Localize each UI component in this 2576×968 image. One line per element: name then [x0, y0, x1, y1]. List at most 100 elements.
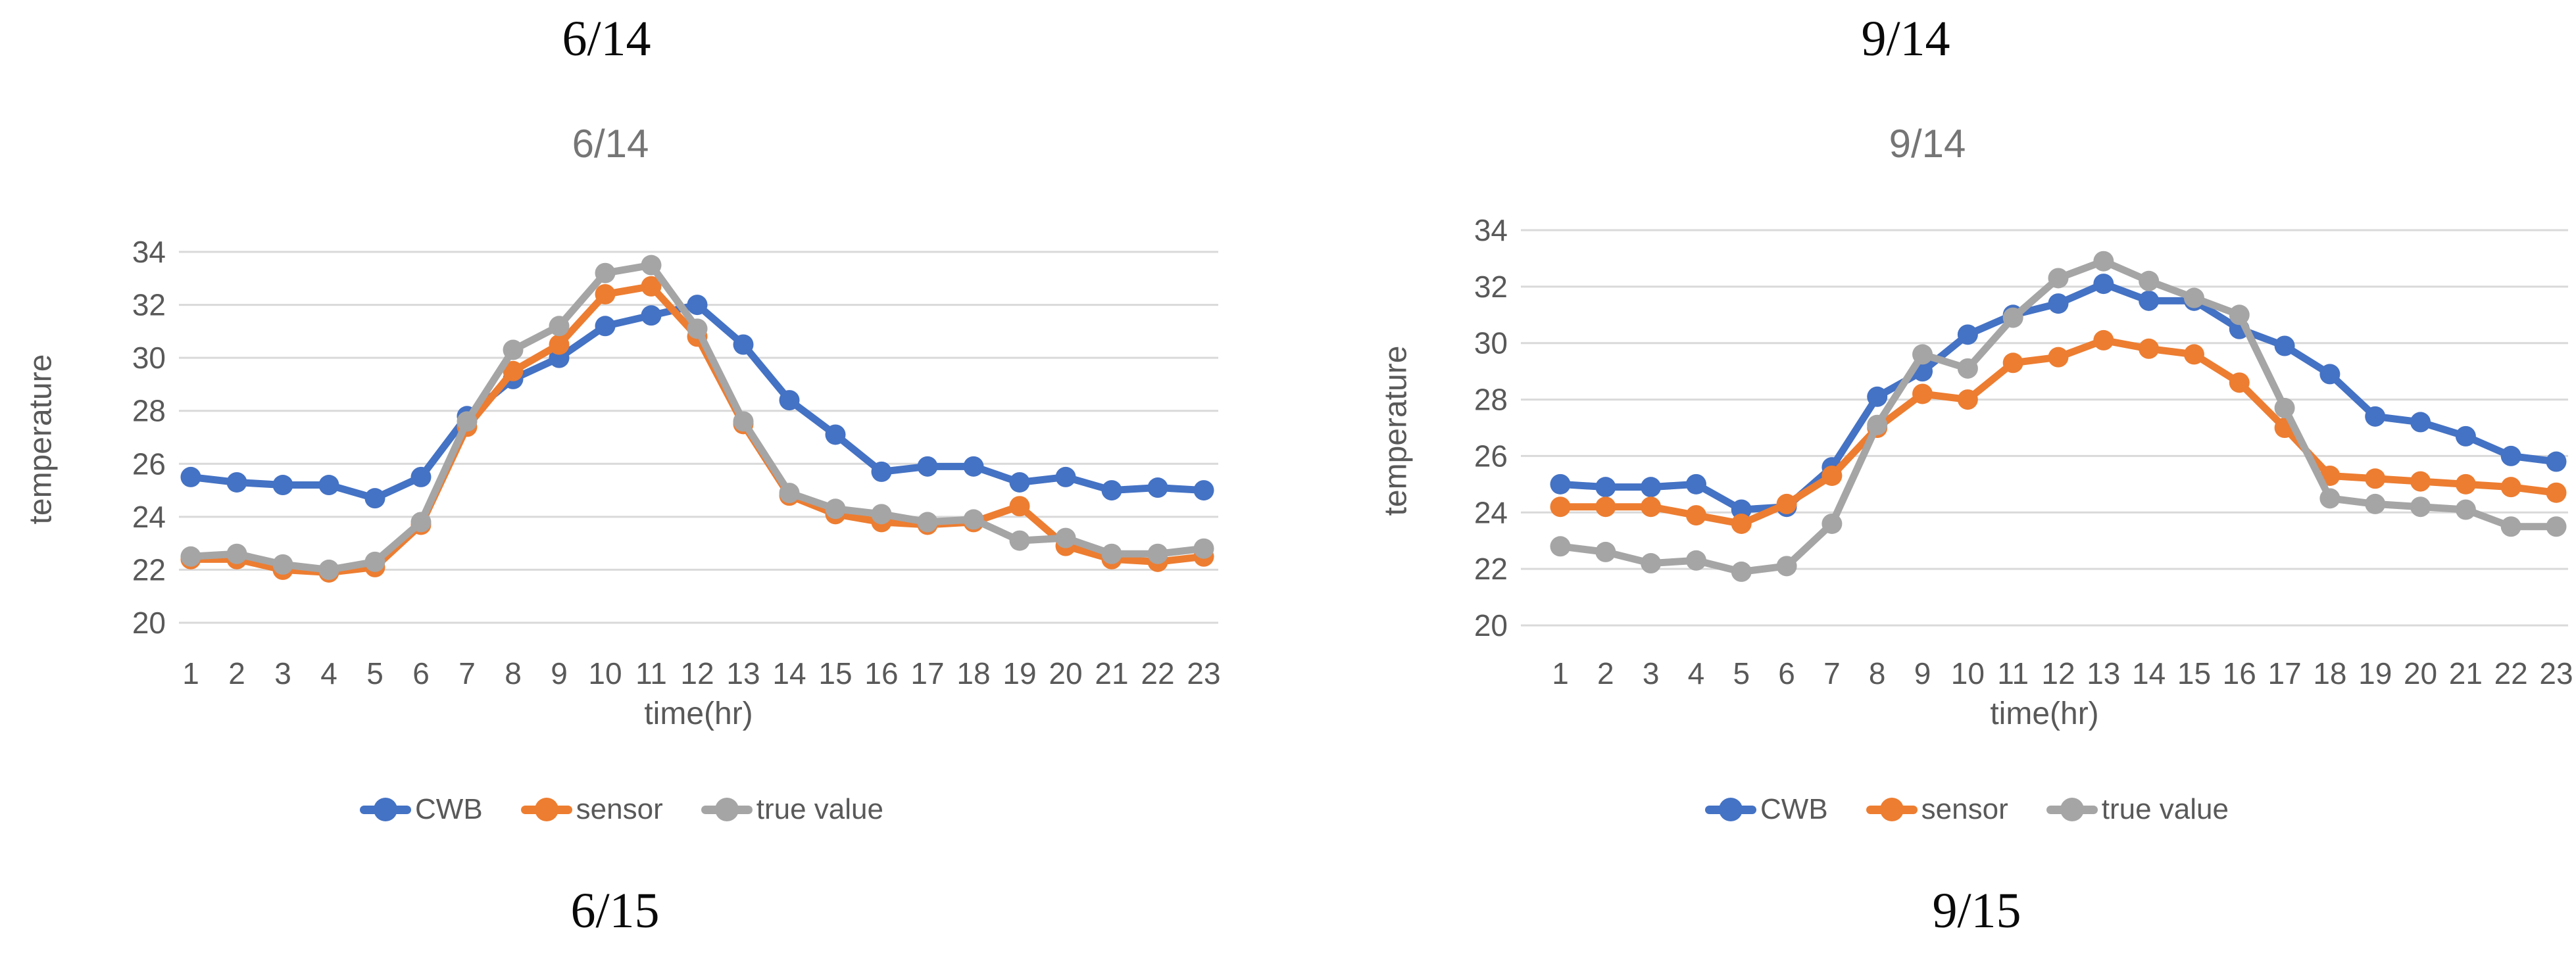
data-point-true-value: [549, 316, 570, 337]
y-tick-label: 24: [1474, 495, 1508, 529]
data-point-sensor: [1685, 505, 1706, 526]
data-point-CWB: [825, 424, 846, 445]
x-tick-label: 3: [274, 656, 291, 690]
data-point-CWB: [1101, 480, 1122, 501]
data-point-sensor: [1731, 513, 1752, 534]
data-point-sensor: [595, 283, 616, 304]
y-tick-label: 34: [1474, 213, 1508, 247]
legend: CWB sensor true value: [360, 793, 883, 826]
x-tick-label: 2: [228, 656, 245, 690]
x-tick-label: 8: [1869, 656, 1886, 690]
data-point-sensor: [2002, 352, 2023, 374]
data-point-CWB: [2500, 445, 2521, 466]
data-point-CWB: [2093, 274, 2114, 295]
y-tick-label: 24: [132, 500, 166, 534]
data-point-true-value: [1595, 541, 1616, 562]
x-tick-label: 16: [864, 656, 898, 690]
data-point-CWB: [1550, 473, 1571, 495]
data-point-true-value: [2183, 287, 2204, 308]
x-tick-label: 9: [1914, 656, 1931, 690]
y-tick-label: 28: [132, 394, 166, 428]
x-tick-label: 12: [680, 656, 714, 690]
x-tick-label: 4: [320, 656, 337, 690]
x-tick-label: 5: [1733, 656, 1750, 690]
figure-caption-bottom: 9/15: [1932, 883, 2021, 938]
x-tick-label: 4: [1688, 656, 1705, 690]
x-axis-title: time(hr): [1990, 696, 2099, 731]
legend-label-cwb: CWB: [415, 793, 483, 825]
data-point-true-value: [2229, 304, 2250, 326]
data-point-CWB: [2410, 412, 2431, 433]
y-tick-label: 32: [1474, 270, 1508, 304]
data-point-true-value: [733, 411, 754, 432]
data-point-CWB: [963, 456, 984, 477]
data-point-true-value: [410, 512, 432, 533]
data-point-true-value: [2365, 493, 2386, 514]
data-point-true-value: [2546, 516, 2567, 537]
data-point-sensor: [2365, 468, 2386, 489]
x-tick-label: 13: [2087, 656, 2120, 690]
data-point-true-value: [2139, 270, 2160, 291]
cwb-line-marker-icon: [360, 798, 412, 821]
data-point-CWB: [2139, 290, 2160, 311]
x-tick-label: 19: [1003, 656, 1036, 690]
data-point-sensor: [2183, 344, 2204, 365]
data-point-sensor: [1009, 496, 1030, 517]
x-tick-label: 2: [1597, 656, 1614, 690]
data-point-sensor: [641, 276, 662, 297]
data-point-CWB: [2455, 425, 2476, 447]
data-point-CWB: [2365, 406, 2386, 427]
data-point-true-value: [1731, 561, 1752, 582]
data-point-sensor: [1550, 496, 1571, 518]
data-point-CWB: [1641, 477, 1662, 498]
data-point-sensor: [2093, 329, 2114, 351]
y-tick-label: 20: [132, 606, 166, 640]
x-tick-label: 7: [1823, 656, 1841, 690]
x-tick-label: 7: [458, 656, 476, 690]
data-point-true-value: [180, 546, 201, 567]
x-tick-label: 11: [1997, 656, 2029, 690]
data-point-sensor: [2546, 482, 2567, 503]
cwb-line-marker-icon: [1705, 798, 1757, 821]
data-point-true-value: [825, 498, 846, 520]
legend-item-sensor: sensor: [520, 793, 663, 826]
x-tick-label: 15: [2177, 656, 2211, 690]
x-tick-label: 13: [726, 656, 760, 690]
data-point-CWB: [687, 295, 708, 316]
x-tick-label: 18: [956, 656, 990, 690]
data-point-CWB: [2546, 451, 2567, 472]
data-point-true-value: [1821, 513, 1843, 534]
data-point-CWB: [733, 334, 754, 355]
data-point-sensor: [1595, 496, 1616, 518]
legend-item-true-value: true value: [2046, 793, 2229, 826]
x-tick-label: 22: [2494, 656, 2528, 690]
x-tick-label: 6: [412, 656, 430, 690]
data-point-true-value: [226, 543, 247, 564]
x-tick-label: 21: [2449, 656, 2483, 690]
data-point-true-value: [2410, 496, 2431, 518]
y-tick-label: 20: [1474, 608, 1508, 642]
data-point-true-value: [1867, 414, 1888, 435]
chart-title: 6/14: [572, 122, 649, 166]
true-value-line-marker-icon: [2046, 798, 2098, 821]
x-tick-label: 1: [182, 656, 199, 690]
figure-caption-top: 9/14: [1861, 11, 1950, 66]
y-tick-label: 26: [1474, 439, 1508, 473]
data-point-true-value: [2048, 268, 2069, 289]
legend-label-cwb: CWB: [1760, 793, 1828, 825]
chart-title: 9/14: [1889, 122, 1966, 166]
data-point-true-value: [2093, 251, 2114, 272]
x-tick-label: 15: [818, 656, 852, 690]
data-point-CWB: [2319, 364, 2341, 385]
x-tick-label: 20: [2404, 656, 2437, 690]
x-tick-label: 17: [910, 656, 944, 690]
data-point-CWB: [1009, 472, 1030, 493]
y-tick-label: 32: [132, 288, 166, 322]
data-point-CWB: [318, 475, 339, 496]
data-point-CWB: [779, 390, 800, 411]
series-line-CWB: [1556, 280, 2560, 514]
data-point-CWB: [410, 466, 432, 487]
data-point-sensor: [1821, 465, 1843, 486]
